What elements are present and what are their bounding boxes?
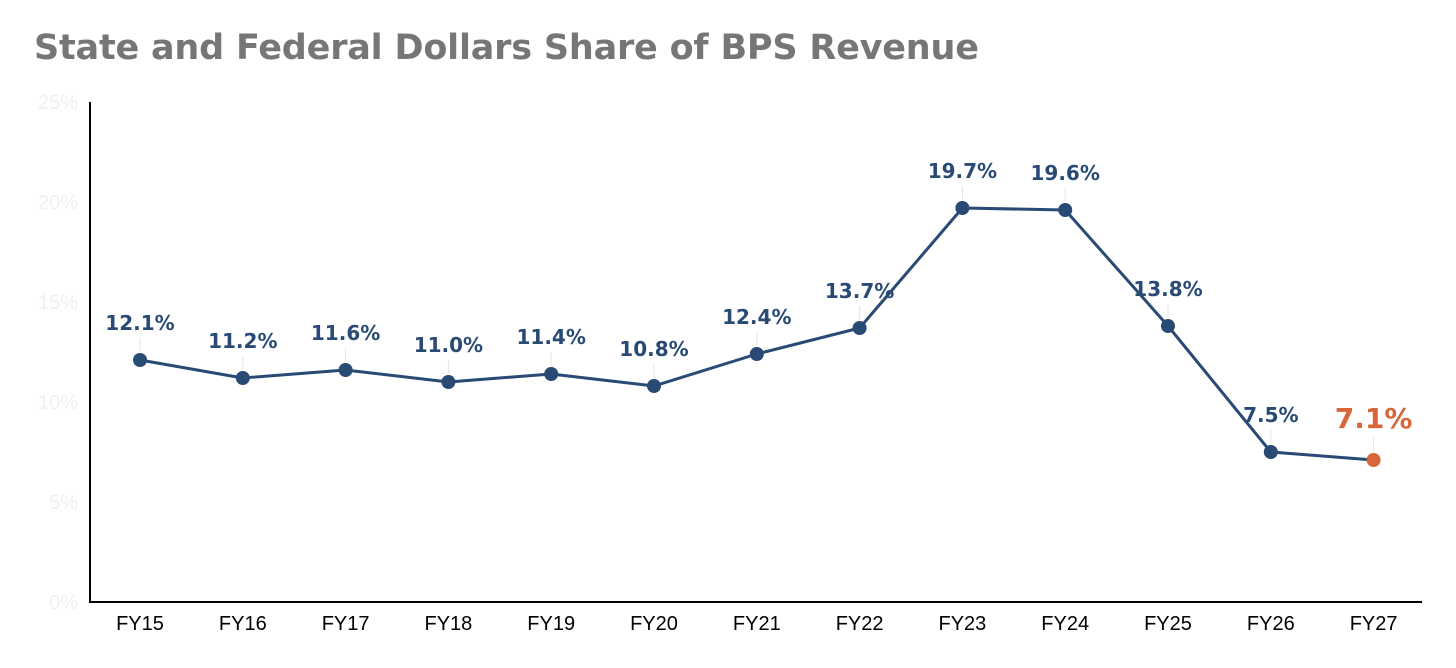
data-label: 7.5%: [1243, 403, 1298, 427]
data-labels: 12.1% 11.2% 11.6% 11.0% 11.4% 10.8% 12.4% 13.7%…: [105, 159, 1412, 435]
data-point: [133, 353, 147, 367]
y-tick-label: 15%: [38, 292, 78, 314]
data-point: [1263, 445, 1278, 459]
data-label: 11.2%: [208, 329, 277, 353]
x-tick-label: FY24: [1041, 613, 1089, 635]
y-tick-label: 10%: [38, 392, 78, 414]
x-tick-label: FY25: [1144, 613, 1192, 635]
data-point: [544, 367, 559, 381]
data-label: 13.8%: [1133, 277, 1202, 301]
x-tick-label: FY20: [630, 613, 678, 635]
chart-title: State and Federal Dollars Share of BPS R…: [34, 28, 979, 68]
x-tick-label: FY21: [733, 613, 781, 635]
x-tick-label: FY23: [938, 613, 986, 635]
label-leader-lines: [139, 186, 1375, 452]
highlight-data-label: 7.1%: [1335, 402, 1413, 435]
data-points: [133, 201, 1381, 467]
x-tick-label: FY27: [1350, 613, 1398, 635]
data-label: 11.6%: [311, 321, 380, 345]
x-tick-label: FY17: [322, 613, 370, 635]
data-point: [852, 321, 867, 335]
y-tick-label: 25%: [38, 92, 78, 114]
data-point: [1058, 203, 1073, 217]
data-label: 13.7%: [825, 279, 894, 303]
data-point: [647, 379, 661, 393]
highlight-data-point: [1366, 453, 1381, 467]
data-label: 10.8%: [619, 337, 688, 361]
x-tick-label: FY16: [219, 613, 267, 635]
data-point: [1161, 319, 1175, 333]
data-point: [235, 371, 250, 385]
y-tick-label: 0%: [49, 592, 78, 614]
data-label: 12.4%: [722, 305, 791, 329]
data-label: 19.6%: [1031, 161, 1100, 185]
data-point: [441, 375, 456, 389]
data-point: [749, 347, 764, 361]
x-tick-label: FY18: [424, 613, 472, 635]
data-label: 12.1%: [105, 311, 174, 335]
x-tick-label: FY22: [836, 613, 884, 635]
data-label: 11.0%: [414, 333, 483, 357]
data-label: 19.7%: [928, 159, 997, 183]
y-axis-ticks: 0% 5% 10% 15% 20% 25%: [38, 92, 78, 614]
data-label: 11.4%: [517, 325, 586, 349]
y-tick-label: 5%: [49, 492, 78, 514]
data-point: [338, 363, 353, 377]
x-axis-ticks: FY15 FY16 FY17 FY18 FY19 FY20 FY21 FY22 FY23 FY24…: [116, 613, 1397, 635]
y-tick-label: 20%: [38, 192, 78, 214]
x-tick-label: FY19: [527, 613, 575, 635]
x-tick-label: FY15: [116, 613, 164, 635]
data-point: [955, 201, 970, 215]
x-tick-label: FY26: [1247, 613, 1295, 635]
